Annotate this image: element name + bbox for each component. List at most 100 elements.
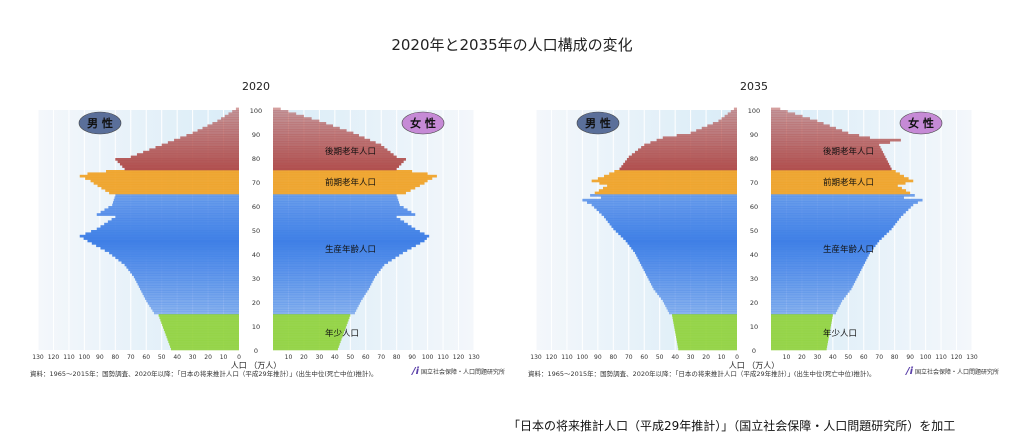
male-bar bbox=[676, 340, 737, 344]
female-bar bbox=[273, 110, 289, 113]
male-bar bbox=[141, 290, 239, 293]
y-tick-label: 20 bbox=[252, 299, 260, 307]
male-bar bbox=[604, 174, 737, 178]
female-bar bbox=[771, 340, 828, 344]
male-bar bbox=[652, 285, 737, 288]
female-bar bbox=[771, 321, 832, 324]
female-bar bbox=[771, 225, 894, 228]
male-bar bbox=[167, 338, 239, 341]
male-bar bbox=[618, 232, 737, 236]
female-bar bbox=[771, 150, 883, 154]
male-bar bbox=[631, 246, 737, 250]
male-bar bbox=[160, 318, 239, 322]
female-bar bbox=[771, 131, 849, 135]
age-group-label: 後期老年人口 bbox=[325, 146, 376, 157]
y-tick-label: 40 bbox=[252, 251, 260, 259]
x-tick-label: 40 bbox=[331, 354, 339, 361]
female-bar bbox=[273, 210, 412, 214]
female-bar bbox=[273, 239, 425, 243]
female-bar bbox=[273, 143, 382, 147]
male-bar bbox=[623, 237, 737, 240]
y-tick-label: 60 bbox=[750, 203, 758, 211]
female-bar bbox=[771, 335, 829, 339]
footer-credit: 「日本の将来推計人口（平成29年推計）」（国立社会保障・人口問題研究所）を加工 bbox=[508, 419, 956, 433]
male-bar bbox=[614, 170, 737, 173]
male-bar bbox=[587, 201, 737, 204]
male-bar bbox=[130, 155, 239, 159]
female-bar bbox=[771, 165, 891, 168]
male-bar bbox=[656, 138, 737, 142]
male-bar bbox=[638, 258, 737, 262]
female-bar bbox=[771, 328, 831, 332]
male-bar bbox=[122, 165, 239, 168]
y-tick-label: 70 bbox=[252, 179, 260, 187]
female-bar bbox=[273, 186, 416, 190]
female-bar bbox=[771, 275, 858, 279]
male-bar bbox=[108, 206, 239, 209]
x-tick-label: 90 bbox=[594, 354, 602, 361]
male-bar bbox=[657, 292, 737, 296]
male-bar bbox=[79, 234, 239, 238]
male-bar bbox=[674, 328, 737, 332]
x-tick-label: 130 bbox=[966, 354, 978, 361]
male-bar bbox=[603, 186, 737, 190]
female-bar bbox=[771, 237, 882, 240]
male-bar bbox=[140, 287, 239, 291]
female-bar bbox=[771, 172, 900, 176]
x-tick-label: 0 bbox=[735, 354, 739, 361]
male-bar bbox=[149, 148, 239, 152]
female-bar bbox=[771, 210, 906, 214]
female-bar bbox=[771, 316, 833, 320]
female-bar bbox=[273, 160, 404, 164]
female-bar bbox=[771, 294, 846, 298]
female-bar bbox=[273, 338, 342, 341]
x-tick-label: 130 bbox=[530, 354, 542, 361]
male-bar bbox=[642, 266, 737, 269]
y-tick-label: 50 bbox=[252, 227, 260, 235]
female-bar bbox=[273, 268, 381, 272]
male-bar bbox=[712, 122, 737, 125]
female-bar bbox=[771, 146, 881, 149]
female-bar bbox=[273, 198, 399, 202]
male-bar bbox=[668, 311, 737, 315]
female-bar bbox=[273, 290, 368, 293]
female-bar bbox=[771, 191, 911, 195]
female-bar bbox=[771, 122, 824, 125]
x-tick-label: 30 bbox=[814, 354, 822, 361]
male-bar bbox=[83, 237, 239, 240]
male-bar bbox=[217, 119, 239, 123]
x-tick-label: 120 bbox=[546, 354, 558, 361]
female-bar bbox=[771, 261, 866, 264]
male-bar bbox=[186, 134, 239, 137]
male-bar bbox=[115, 158, 239, 161]
female-bar bbox=[273, 131, 354, 135]
female-bar bbox=[771, 244, 876, 248]
male-bar bbox=[678, 347, 737, 351]
x-tick-label: 90 bbox=[408, 354, 416, 361]
female-bar bbox=[273, 273, 377, 276]
male-bar bbox=[639, 261, 737, 264]
female-bar bbox=[771, 242, 878, 245]
x-tick-label: 30 bbox=[687, 354, 695, 361]
male-bar bbox=[690, 131, 737, 135]
female-bar bbox=[771, 184, 898, 188]
y-tick-label: 30 bbox=[750, 275, 758, 283]
male-bar bbox=[150, 306, 239, 310]
male-bar bbox=[202, 126, 239, 130]
y-tick-label: 70 bbox=[750, 179, 758, 187]
x-tick-label: 70 bbox=[377, 354, 385, 361]
male-bar bbox=[180, 136, 239, 140]
y-tick-label: 0 bbox=[254, 347, 258, 355]
female-bar bbox=[771, 280, 856, 284]
female-bar bbox=[771, 158, 887, 161]
age-group-label: 前期老年人口 bbox=[325, 177, 376, 188]
male-bar bbox=[192, 131, 239, 135]
male-bar bbox=[604, 215, 737, 219]
male-bar bbox=[636, 254, 737, 257]
female-bar bbox=[771, 114, 803, 118]
female-bar bbox=[771, 189, 907, 192]
y-tick-label: 60 bbox=[252, 203, 260, 211]
x-tick-label: 10 bbox=[718, 354, 726, 361]
male-bar bbox=[631, 153, 737, 156]
male-bar bbox=[672, 316, 737, 320]
